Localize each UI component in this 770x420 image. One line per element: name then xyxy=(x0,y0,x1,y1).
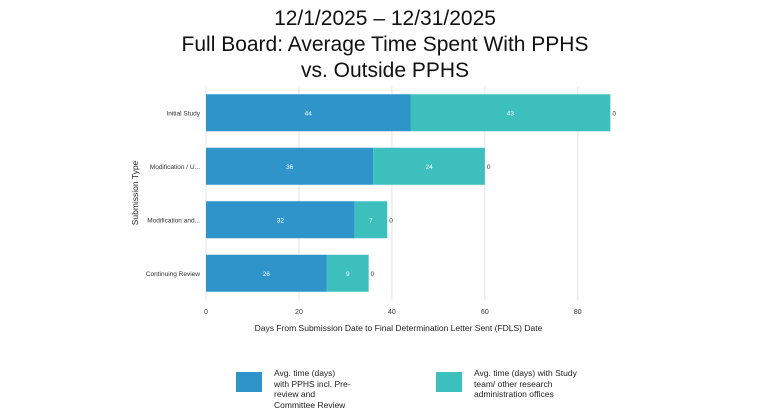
legend-outside-line: team/ other research xyxy=(474,378,553,389)
legend-item-pphs: Avg. time (days) with PPHS incl. Pre-revi… xyxy=(236,368,394,410)
title-line-1: 12/1/2025 – 12/31/2025 xyxy=(274,7,496,30)
legend-pphs-line: review and xyxy=(274,389,316,399)
bar-end-label: 0 xyxy=(371,271,375,278)
x-axis-title: Days From Submission Date to Final Deter… xyxy=(255,323,543,333)
legend-outside-line: administration offices xyxy=(474,389,554,399)
legend-pphs-line: Committee Review xyxy=(274,399,346,410)
legend-outside-line: Avg. time (days) with Study xyxy=(474,368,577,378)
bar-pphs xyxy=(206,254,327,292)
bar-outside xyxy=(373,147,485,185)
bar-outside xyxy=(354,201,388,239)
y-category-label: Initial Study xyxy=(166,110,200,117)
chart-title: 12/1/2025 – 12/31/2025 Full Board: Avera… xyxy=(0,6,770,84)
bar-end-label: 0 xyxy=(389,217,393,224)
legend-label-pphs: Avg. time (days) with PPHS incl. Pre-revi… xyxy=(274,368,394,410)
chart-legend: Avg. time (days) with PPHS incl. Pre-revi… xyxy=(0,368,770,418)
bar-value-label: 26 xyxy=(263,271,271,278)
title-line-3: vs. Outside PPHS xyxy=(300,59,470,82)
y-category-label: Continuing Review xyxy=(146,271,201,278)
y-axis-title: Submission Type xyxy=(130,160,140,225)
bar-value-label: 43 xyxy=(507,110,515,117)
y-category-label: Modification and... xyxy=(147,217,200,224)
legend-label-outside: Avg. time (days) with Study team/ other r… xyxy=(474,368,624,400)
legend-item-outside: Avg. time (days) with Study team/ other r… xyxy=(436,368,624,400)
y-category-label: Modification / U... xyxy=(150,164,200,171)
bar-end-label: 0 xyxy=(612,110,616,117)
legend-pphs-line: Avg. time (days) xyxy=(274,368,336,378)
bar-value-label: 36 xyxy=(286,164,294,171)
x-tick-label: 0 xyxy=(204,309,208,316)
x-tick-label: 20 xyxy=(295,309,303,316)
x-tick-label: 40 xyxy=(388,309,396,316)
bar-pphs xyxy=(206,147,374,185)
bar-outside xyxy=(326,254,369,292)
bar-value-label: 44 xyxy=(305,110,313,117)
bar-value-label: 24 xyxy=(425,164,433,171)
bar-pphs xyxy=(206,94,411,132)
bar-value-label: 32 xyxy=(277,217,285,224)
bar-pphs xyxy=(206,201,355,239)
legend-swatch-outside xyxy=(436,372,462,392)
bar-value-label: 7 xyxy=(369,217,373,224)
title-line-2: Full Board: Average Time Spent With PPHS xyxy=(181,33,589,56)
x-tick-label: 60 xyxy=(481,309,489,316)
bar-end-label: 0 xyxy=(487,164,491,171)
bar-value-label: 9 xyxy=(346,271,350,278)
bar-outside xyxy=(410,94,611,132)
legend-swatch-pphs xyxy=(236,372,262,392)
legend-pphs-line: with PPHS incl. Pre- xyxy=(274,378,351,389)
chart-plot: 0 20 40 60 80 Initial Study 44 43 0 Modification … xyxy=(130,86,616,333)
x-tick-label: 80 xyxy=(574,309,582,316)
